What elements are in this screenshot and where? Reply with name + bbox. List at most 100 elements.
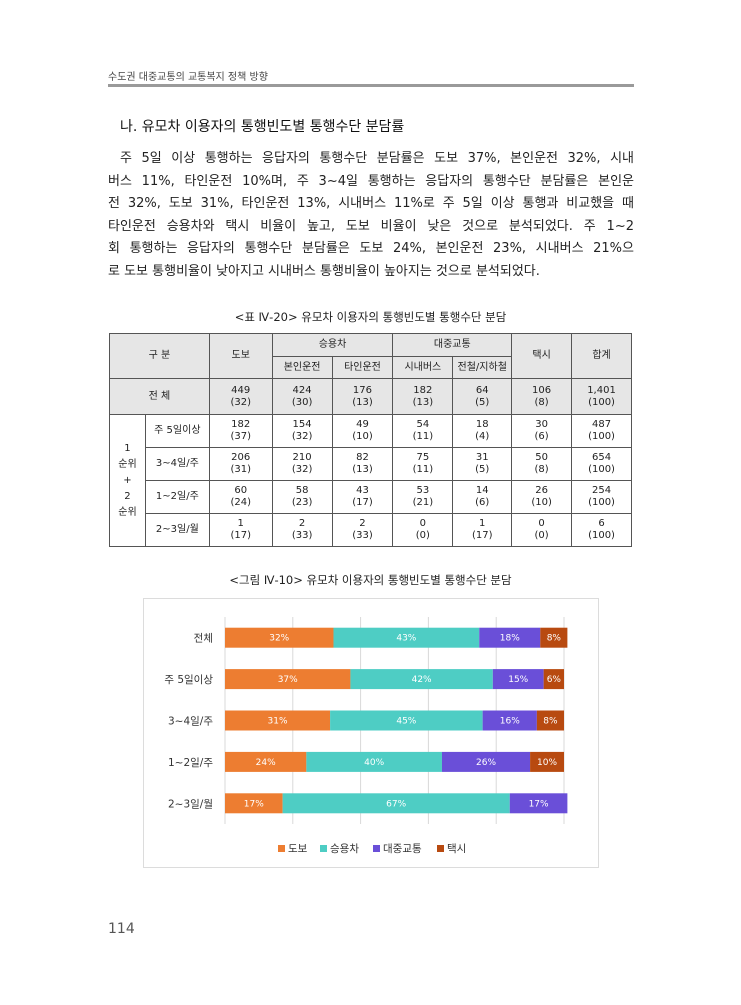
chart-legend-swatch — [278, 845, 285, 852]
table-cell: 18 (4) — [452, 414, 513, 448]
group-label-part: 순위 — [118, 506, 137, 518]
header-car: 승용차 — [271, 333, 394, 357]
table-cell: 75 (11) — [392, 447, 454, 481]
cell-share: (13) — [412, 396, 434, 408]
row-label: 3~4일/주 — [144, 447, 210, 481]
chart-data-label: 8% — [543, 717, 558, 727]
cell-share: (11) — [412, 464, 434, 475]
chart-frame: 전체 32% 43% 18% 8% 주 5일이상 37% 42% 15% 6% 3~4일/주 31% 4… — [143, 598, 599, 868]
chart-category-label: 주 5일이상 — [164, 673, 213, 686]
cell-count: 106 — [532, 384, 552, 396]
table-row: 3~4일/주 206 (31) 210 (32) 82 (13) 75 (11) 31(… — [110, 447, 632, 481]
cell-share: (32) — [230, 396, 251, 408]
chart-data-label: 31% — [268, 717, 288, 727]
chart-bar-segment — [225, 627, 334, 648]
chart-legend-label: 대중교통 — [383, 843, 422, 855]
cell-share: (5) — [475, 464, 490, 475]
cell-count: 30 — [535, 419, 548, 430]
cell-count: 0 — [538, 518, 545, 529]
cell-count: 2 — [359, 518, 366, 529]
cell-share: (17) — [230, 530, 251, 541]
chart-data-label: 0 — [569, 799, 575, 809]
paragraph-line: 버스 11%, 타인운전 10%며, 주 3~4일 통행하는 응답자의 통행수단… — [108, 173, 634, 189]
table-cell: 6 (100) — [571, 513, 632, 547]
header-rule — [108, 84, 634, 87]
chart-category-label: 전체 — [194, 633, 213, 645]
chart-data-label: 17% — [529, 799, 549, 809]
header-bus: 시내버스 — [392, 356, 454, 379]
cell-count: 487 — [591, 419, 612, 430]
row-label: 주 5일이상 — [144, 414, 210, 448]
table-cell: 60 (24) — [208, 480, 273, 514]
table-cell: 43 (17) — [331, 480, 394, 514]
group-label: 1 순위 + 2 순위 — [109, 414, 146, 547]
table-cell: 654 (100) — [571, 447, 632, 481]
paragraph-line: 회 통행하는 응답자의 통행수단 분담률은 도보 24%, 본인운전 23%, … — [108, 241, 634, 256]
cell-share: (8) — [534, 464, 549, 475]
cell-count: 210 — [292, 452, 312, 463]
cell-count: 654 — [591, 452, 612, 463]
chart-data-label: 10% — [537, 758, 557, 768]
cell-count: 1 — [479, 518, 486, 529]
cell-share: (32) — [291, 431, 313, 442]
figure-caption: <그림 Ⅳ-10> 유모차 이용자의 통행빈도별 통행수단 분담 — [229, 573, 512, 587]
chart-bar-segment — [530, 751, 564, 772]
cell-count: 424 — [292, 384, 312, 396]
running-header: 수도권 대중교통의 교통복지 정책 방향 — [108, 72, 268, 83]
section-title: 나. 유모차 이용자의 통행빈도별 통행수단 분담률 — [120, 119, 405, 135]
table-row: 2~3일/월 1 (17) 2 (33) 2 (33) 0 (0) 1 (17) 0 (0)… — [110, 513, 632, 547]
paragraph-line: 주 5일 이상 통행하는 응답자의 통행수단 분담률은 도보 37%, 본인운전… — [120, 151, 634, 166]
chart-bar-segment — [306, 751, 442, 772]
cell-share: (4) — [475, 431, 490, 442]
cell-share: (11) — [412, 431, 434, 442]
cell-count: 50 — [535, 452, 548, 463]
cell-count: 53 — [416, 485, 430, 496]
cell-share: (33) — [352, 530, 373, 541]
header-self-drive: 본인운전 — [271, 356, 333, 379]
chart-bar-segment — [479, 627, 541, 648]
chart-data-label: 6% — [547, 675, 562, 685]
table-cell: 54 (11) — [392, 414, 454, 448]
chart-bar-segment — [509, 793, 568, 814]
cell-share: (37) — [230, 431, 251, 442]
cell-count: 26 — [535, 485, 548, 496]
chart-legend-label: 승용차 — [330, 843, 359, 855]
table-cell: 26 (10) — [511, 480, 573, 514]
cell-count: 2 — [298, 518, 306, 529]
page-number: 114 — [108, 921, 135, 937]
table-cell: 182 (13) — [392, 378, 454, 415]
cell-count: 54 — [416, 419, 430, 430]
cell-share: (10) — [352, 431, 373, 442]
cell-count: 43 — [356, 485, 369, 496]
table-cell: 210 (32) — [271, 447, 333, 481]
chart-bar-segment — [492, 669, 544, 690]
header-total: 합계 — [571, 333, 632, 379]
cell-share: (33) — [291, 530, 313, 541]
chart-bar-segment — [350, 669, 493, 690]
chart-legend-swatch — [373, 845, 380, 852]
cell-share: (30) — [291, 396, 313, 408]
group-label-part: + — [123, 474, 132, 486]
table-row: 1 순위 + 2 순위 주 5일이상 182 (37) 154 (32) 49 (10… — [109, 414, 632, 547]
paragraph-line: 타인운전 승용차와 택시 비율이 높고, 도보 비율이 낮은 것으로 분석되었다… — [108, 218, 634, 234]
header-gubun: 구 분 — [109, 333, 210, 379]
chart-bar-segment — [536, 710, 564, 731]
chart-legend-swatch — [320, 845, 327, 852]
row-label: 1~2일/주 — [144, 480, 210, 514]
table-cell: 1 (17) — [208, 513, 273, 547]
group-label-part: 1 — [124, 442, 131, 454]
cell-count: 176 — [352, 384, 373, 396]
table-cell: 176 (13) — [331, 378, 394, 415]
table-row-total: 전 체 449 (32) 424 (30) 176 (13) 182 (13) 64 (5… — [109, 378, 632, 415]
chart-data-label: 15% — [508, 675, 528, 685]
chart-data-label: 16% — [500, 717, 520, 727]
chart-data-label: 8% — [547, 634, 562, 644]
row-label: 전 체 — [109, 378, 210, 415]
cell-count: 49 — [356, 419, 369, 430]
cell-share: (13) — [352, 464, 373, 475]
table-cell: 206 (31) — [208, 447, 273, 481]
table-cell: 50 (8) — [511, 447, 573, 481]
table-cell: 154 (32) — [271, 414, 333, 448]
chart-legend-swatch — [437, 845, 444, 852]
table-cell: 58 (23) — [271, 480, 333, 514]
